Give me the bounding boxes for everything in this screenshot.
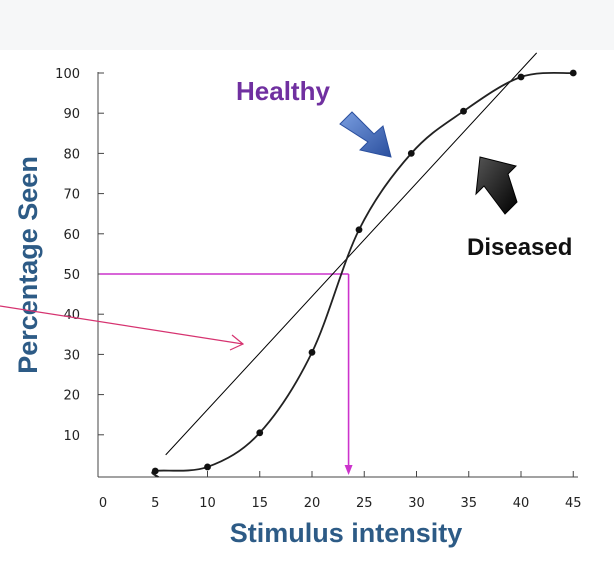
- x-tick-label: 45: [565, 496, 582, 511]
- y-tick-label: 10: [63, 429, 80, 444]
- data-point: [151, 467, 159, 475]
- x-tick-label: 10: [199, 496, 216, 511]
- y-tick-label: 100: [55, 67, 80, 82]
- y-tick-label: 80: [63, 147, 80, 162]
- y-tick-label: 50: [63, 268, 80, 283]
- data-point: [204, 463, 211, 471]
- data-points: [151, 69, 577, 475]
- threshold-lines: [100, 273, 353, 475]
- pointer-arrow: [0, 305, 245, 351]
- y-tick-label: 60: [63, 228, 80, 243]
- x-ticks: 0 5 10 15 20 25 30 35 40 45: [99, 471, 582, 511]
- healthy-curve: [151, 71, 574, 478]
- data-point: [407, 150, 415, 157]
- healthy-annotation: Healthy: [236, 76, 392, 158]
- curve-end-point: [569, 69, 577, 77]
- threshold-arrowhead-icon: [344, 465, 353, 475]
- x-tick-label: 5: [151, 496, 159, 511]
- data-point: [256, 429, 264, 437]
- x-tick-label: 20: [304, 496, 321, 511]
- x-tick-label: 15: [251, 496, 268, 511]
- x-tick-label: 0: [99, 496, 107, 511]
- top-band: [0, 0, 614, 50]
- diseased-arrow-icon: [475, 156, 518, 215]
- data-point: [308, 348, 316, 356]
- diseased-line: [165, 52, 538, 456]
- healthy-label: Healthy: [236, 76, 330, 106]
- pointer-arrow-line: [0, 305, 244, 345]
- series-lines: [151, 52, 574, 478]
- x-tick-label: 25: [356, 496, 373, 511]
- x-tick-label: 35: [460, 496, 477, 511]
- x-tick-label: 40: [513, 496, 530, 511]
- diseased-annotation: Diseased: [467, 156, 572, 261]
- y-tick-label: 90: [63, 107, 80, 122]
- y-tick-label: 20: [63, 389, 80, 404]
- healthy-arrow-icon: [339, 111, 392, 158]
- x-axis-title: Stimulus intensity: [230, 518, 463, 548]
- diseased-label: Diseased: [467, 234, 572, 261]
- data-point: [355, 226, 363, 234]
- y-ticks: 10 20 30 40 50 60 70 80 90 100: [55, 67, 104, 444]
- y-axis-title: Percentage Seen: [13, 156, 43, 374]
- y-tick-label: 40: [63, 308, 80, 323]
- data-point: [517, 73, 525, 81]
- x-tick-label: 30: [408, 496, 425, 511]
- pointer-arrow-head-icon: [229, 334, 245, 351]
- data-point: [460, 107, 467, 115]
- y-tick-label: 30: [63, 348, 80, 363]
- y-tick-label: 70: [63, 188, 80, 203]
